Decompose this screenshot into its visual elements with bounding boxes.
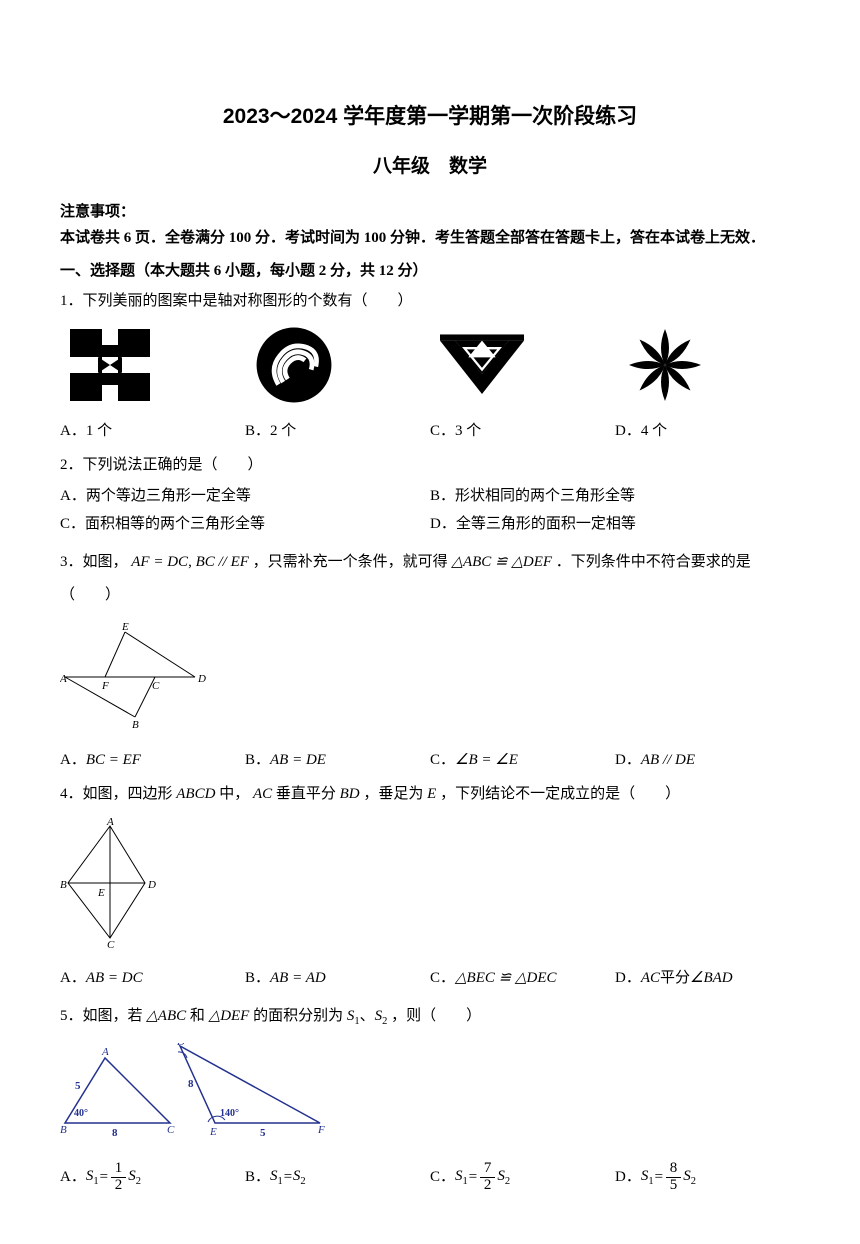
q3-end: ．下列条件中不符合要求的是: [556, 554, 751, 570]
q3-opt-c: C．∠B = ∠E: [430, 748, 615, 772]
q5-figure: A B C 40° 5 8 D E F 140° 8 5: [60, 1043, 800, 1151]
q2-opt-a: A．两个等边三角形一定全等: [60, 484, 430, 508]
svg-text:D: D: [147, 879, 156, 891]
q1-icon-2: [245, 325, 430, 405]
svg-text:F: F: [317, 1124, 325, 1136]
q3-opt-b: B．AB = DE: [245, 748, 430, 772]
svg-text:F: F: [101, 680, 109, 692]
q2-options: A．两个等边三角形一定全等 B．形状相同的两个三角形全等 C．面积相等的两个三角…: [60, 484, 800, 536]
svg-text:8: 8: [112, 1127, 118, 1139]
q1-stem: 1．下列美丽的图案中是轴对称图形的个数有（ ）: [60, 289, 800, 315]
q4-opt-d: D．AC 平分 ∠BAD: [615, 966, 800, 990]
svg-text:B: B: [132, 719, 139, 730]
q5-stem: 5．如图，若 △ABC 和 △DEF 的面积分别为 S1、S2 ，则（ ）: [60, 1000, 800, 1033]
svg-text:C: C: [167, 1124, 175, 1136]
q5-options: A． S1 = 12 S2 B． S1 = S2 C． S1 = 72 S2 D…: [60, 1161, 800, 1194]
q3-figure: A F C D E B: [60, 622, 800, 738]
q3-cond1: AF = DC: [131, 554, 188, 570]
svg-text:D: D: [176, 1043, 185, 1048]
svg-text:5: 5: [260, 1127, 266, 1139]
q2-opt-d: D．全等三角形的面积一定相等: [430, 512, 800, 536]
q1-opt-a: A．1 个: [60, 419, 245, 443]
q1-options: A．1 个 B．2 个 C．3 个 D．4 个: [60, 419, 800, 443]
q3-mid: ，只需补充一个条件，就可得: [253, 554, 448, 570]
q4-stem: 4．如图，四边形 ABCD 中， AC 垂直平分 BD ，垂足为 E ，下列结论…: [60, 782, 800, 808]
svg-text:E: E: [209, 1126, 217, 1138]
q4-opt-a: A．AB = DC: [60, 966, 245, 990]
q2-opt-c: C．面积相等的两个三角形全等: [60, 512, 430, 536]
svg-text:A: A: [60, 673, 67, 685]
q1-icon-1: [60, 325, 245, 405]
q3-pre: 3．如图，: [60, 554, 128, 570]
q2-stem: 2．下列说法正确的是（ ）: [60, 453, 800, 479]
q4-figure: A B C D E: [60, 818, 800, 956]
svg-text:A: A: [106, 818, 114, 828]
q5-opt-d: D． S1 = 85 S2: [615, 1161, 800, 1194]
svg-text:E: E: [121, 622, 129, 633]
svg-text:C: C: [107, 939, 115, 948]
q3-options: A．BC = EF B．AB = DE C．∠B = ∠E D．AB // DE: [60, 748, 800, 772]
page-subtitle: 八年级 数学: [60, 152, 800, 182]
q2-opt-b: B．形状相同的两个三角形全等: [430, 484, 800, 508]
svg-text:D: D: [197, 673, 206, 685]
svg-text:B: B: [60, 879, 67, 891]
q5-opt-b: B． S1 = S2: [245, 1161, 430, 1194]
q3-stem: 3．如图， AF = DC, BC // EF ，只需补充一个条件，就可得 △A…: [60, 546, 800, 612]
q1-icon-3: [430, 325, 615, 405]
svg-text:C: C: [152, 680, 160, 692]
q5-opt-c: C． S1 = 72 S2: [430, 1161, 615, 1194]
svg-text:8: 8: [188, 1078, 194, 1090]
q1-icon-4: [615, 325, 800, 405]
svg-text:A: A: [101, 1046, 109, 1058]
svg-text:B: B: [60, 1124, 67, 1136]
svg-text:E: E: [97, 887, 105, 899]
svg-text:40°: 40°: [74, 1108, 88, 1119]
q1-opt-d: D．4 个: [615, 419, 800, 443]
section-1-header: 一、选择题（本大题共 6 小题，每小题 2 分，共 12 分）: [60, 259, 800, 283]
q3-opt-a: A．BC = EF: [60, 748, 245, 772]
q1-icons: [60, 325, 800, 405]
q5-opt-a: A． S1 = 12 S2: [60, 1161, 245, 1194]
q3-cong: △ABC ≌ △DEF: [451, 554, 552, 570]
notice-body: 本试卷共 6 页．全卷满分 100 分．考试时间为 100 分钟．考生答题全部答…: [60, 226, 800, 252]
q1-opt-b: B．2 个: [245, 419, 430, 443]
q3-cond2: BC // EF: [196, 554, 249, 570]
q4-opt-b: B．AB = AD: [245, 966, 430, 990]
q3-paren: （ ）: [60, 579, 800, 612]
q3-opt-d: D．AB // DE: [615, 748, 800, 772]
q4-options: A．AB = DC B．AB = AD C．△BEC ≌ △DEC D．AC 平…: [60, 966, 800, 990]
page-title: 2023～2024 学年度第一学期第一次阶段练习: [60, 100, 800, 134]
q4-opt-c: C．△BEC ≌ △DEC: [430, 966, 615, 990]
q1-opt-c: C．3 个: [430, 419, 615, 443]
notice-label: 注意事项：: [60, 200, 800, 224]
svg-text:5: 5: [75, 1080, 81, 1092]
